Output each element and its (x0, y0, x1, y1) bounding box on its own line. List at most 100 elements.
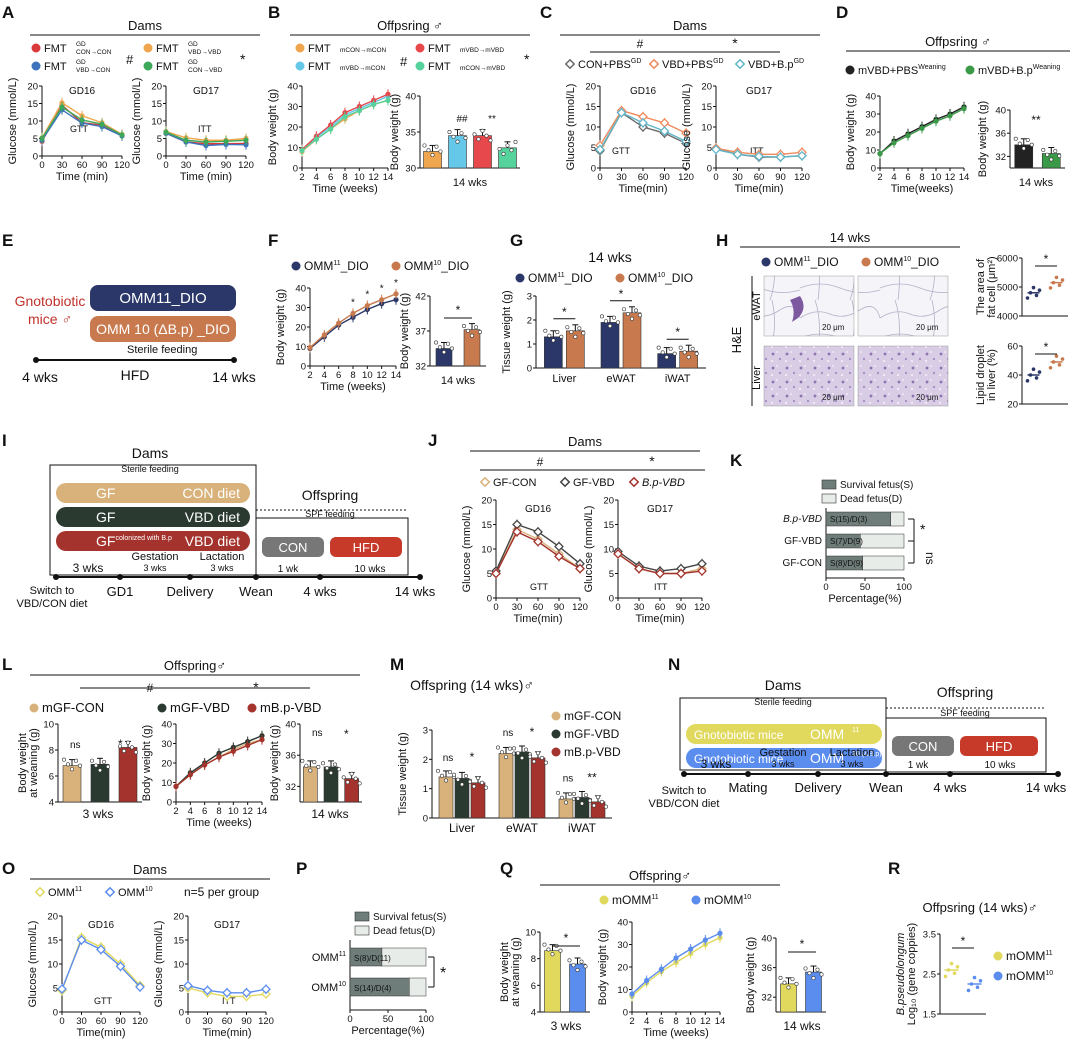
g-dot (629, 316, 634, 321)
x-tick-label: 10 (228, 806, 239, 817)
row-label: OMM (810, 750, 844, 766)
y-tick-label: 40 (405, 92, 416, 103)
x-tick-label: 4 (188, 806, 193, 817)
y-tick-label: 10 (173, 960, 184, 971)
panel-letter: M (390, 655, 404, 674)
x-tick-label: 10 (354, 172, 365, 183)
h-dot (1051, 280, 1056, 285)
category-label: GF-CON (783, 558, 822, 569)
y-tick-label: 10 (585, 123, 596, 134)
x-tick-label: 6 (328, 172, 333, 183)
y-tick-label: 1.5 (923, 1010, 936, 1021)
f2-dot (441, 350, 446, 355)
sig-mark: ## (456, 114, 468, 125)
c2-point (797, 150, 807, 161)
g-dot (607, 323, 612, 328)
y-tick-label: 10 (161, 778, 172, 789)
l2-point (259, 737, 265, 743)
x-axis-label: 14 wks (453, 177, 488, 189)
legend-marker (965, 65, 975, 75)
c1-point (595, 144, 605, 155)
legend-marker (559, 476, 571, 488)
f2-dot (473, 325, 478, 330)
x-tick-label: 90 (676, 602, 687, 613)
y-axis-label: Glucose (mmol/L) (583, 506, 595, 593)
panel-letter: L (2, 655, 12, 674)
q1-dot (575, 967, 580, 972)
legend-label: GF-CON (493, 477, 536, 489)
m-bar (498, 753, 514, 819)
y-tick-label: 32 (285, 782, 296, 793)
x-tick-label: 2 (173, 806, 178, 817)
omm11-box (90, 285, 236, 311)
x-tick-label: eWAT (506, 821, 539, 835)
q2-point (629, 991, 635, 997)
l2-point (230, 748, 236, 754)
q1-dot (542, 942, 547, 947)
legend-label: Dead fetus(D) (840, 494, 902, 505)
b2-dot (459, 131, 464, 136)
y-tick-label: 5 (609, 569, 614, 580)
d1-point (919, 125, 925, 131)
x-axis-label: Time (weeks) (320, 381, 386, 393)
legend-sub: GD (188, 59, 198, 66)
c1-point (681, 128, 691, 139)
x-axis-label: 14 wks (1019, 177, 1054, 189)
b2-dot (476, 137, 481, 142)
y-tick-label: 0 (591, 164, 596, 175)
c2-point (754, 151, 764, 162)
y-tick-label: 20 (1007, 400, 1018, 411)
x-tick-label: 120 (678, 172, 694, 183)
x-tick-label: 50 (383, 1014, 394, 1025)
legend-marker (295, 61, 305, 71)
timeline-dot (883, 771, 889, 777)
l3-dot (304, 763, 309, 768)
x-tick-label: 0 (185, 1016, 190, 1027)
l3-dot (320, 761, 325, 766)
legend-marker (143, 43, 153, 53)
g-dot (569, 329, 574, 334)
y-tick-label: 15 (47, 936, 58, 947)
r-dot (955, 965, 960, 969)
q1-dot (567, 958, 572, 963)
j1-point (575, 563, 585, 574)
y-tick-label: 30 (405, 164, 416, 175)
x-tick-label: 6 (905, 172, 910, 183)
f2-dot (461, 323, 466, 328)
bar-label: S(8)/D(9) (830, 559, 863, 568)
b2-dot (447, 130, 452, 135)
timeline-dot (117, 574, 123, 580)
x-tick-label: 60 (96, 1016, 107, 1027)
x-tick-label: 30 (732, 172, 743, 183)
l2-point (202, 762, 208, 768)
h-dot (1031, 285, 1036, 290)
timeline-dot (33, 357, 39, 363)
chart-title: GD17 (214, 920, 241, 931)
d2-dot (1049, 157, 1054, 162)
group-title: Dams (133, 862, 167, 877)
timeline-marker: Switch to (30, 585, 75, 597)
r-dot (949, 961, 954, 966)
legend-label: OMM10_DIO (628, 271, 693, 285)
l3-dot (357, 781, 362, 786)
y-tick-label: 4 (49, 798, 54, 809)
timeline-label: 1 wk (278, 564, 300, 575)
y-axis-label: Body weight (g) (845, 94, 857, 170)
o2-point (241, 987, 252, 998)
b1-point (328, 126, 334, 132)
g-dot (690, 346, 695, 351)
timeline-marker: VBD/CON diet (17, 598, 88, 610)
x-axis-label: Percentage(%) (351, 1025, 424, 1037)
sig-mark: ** (488, 114, 496, 125)
legend-label: FMT (44, 43, 67, 55)
x-axis-label: 3 wks (83, 807, 114, 821)
ewat-omm10-image (857, 275, 949, 337)
x-tick-label: 14 (391, 370, 402, 381)
y-tick-label: 0 (423, 814, 428, 825)
g-dot (637, 313, 642, 318)
b1-point (299, 147, 305, 154)
chart-note: GTT (94, 996, 112, 1006)
timeline-dot (53, 574, 59, 580)
l1-dot (74, 758, 79, 763)
sig-mark: * (344, 727, 349, 741)
